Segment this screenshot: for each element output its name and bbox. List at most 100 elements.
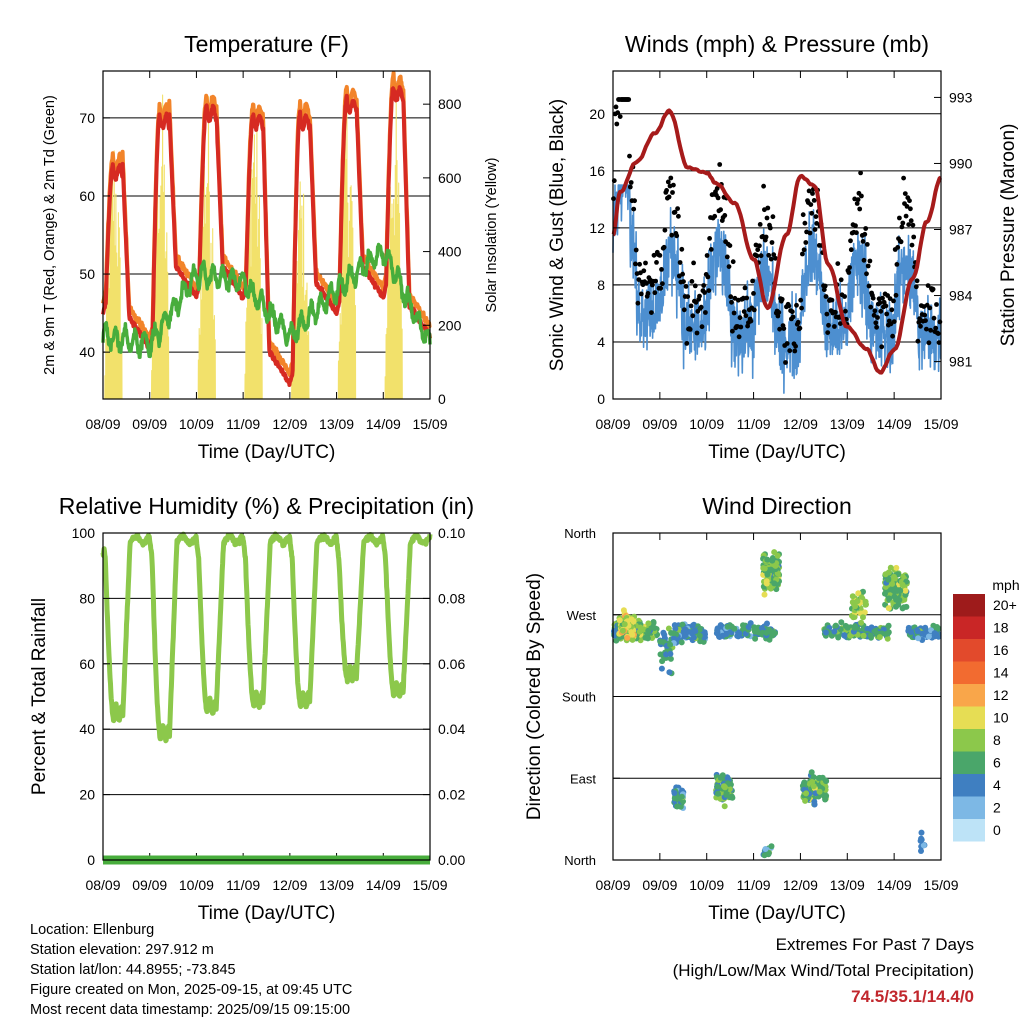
- gust-point: [765, 205, 771, 211]
- gust-point: [669, 232, 675, 238]
- direction-point: [855, 590, 862, 597]
- direction-point: [810, 774, 817, 781]
- direction-point: [724, 623, 731, 630]
- direction-point: [651, 625, 658, 631]
- dewpoint-series: [101, 242, 432, 359]
- gust-point: [874, 324, 879, 330]
- direction-point: [891, 573, 897, 580]
- direction-point: [637, 624, 644, 631]
- direction-point: [823, 778, 830, 785]
- gust-point: [901, 175, 906, 181]
- gust-point: [777, 326, 782, 332]
- x-axis-label: Time (Day/UTC): [198, 442, 336, 463]
- direction-point: [802, 797, 809, 804]
- gust-point: [881, 299, 887, 305]
- gust-point: [842, 294, 847, 299]
- gust-point: [705, 274, 711, 280]
- direction-point: [665, 625, 672, 632]
- gust-point: [832, 309, 838, 315]
- direction-point: [752, 635, 759, 642]
- gust-point: [631, 206, 637, 212]
- direction-point: [847, 632, 854, 639]
- direction-point: [811, 801, 818, 808]
- gust-point: [909, 242, 915, 248]
- direction-point: [917, 837, 924, 844]
- extremes-subtitle: (High/Low/Max Wind/Total Precipitation): [672, 961, 974, 980]
- extremes-box: Extremes For Past 7 Days (High/Low/Max W…: [673, 932, 974, 1010]
- gust-point: [728, 294, 734, 300]
- gust-point: [641, 268, 647, 274]
- direction-point: [876, 634, 883, 641]
- gust-point: [666, 194, 672, 200]
- direction-point: [645, 620, 652, 627]
- x-tick-label: 12/09: [783, 416, 818, 432]
- gust-point: [657, 253, 663, 258]
- y-tick-label: 20: [589, 106, 605, 122]
- gust-point: [802, 220, 808, 226]
- gust-point: [671, 182, 676, 188]
- direction-point: [751, 626, 758, 633]
- gust-point: [928, 327, 933, 333]
- y2-tick-label: 0.04: [438, 721, 465, 737]
- chart-title: Relative Humidity (%) & Precipitation (i…: [59, 493, 474, 519]
- y2-axis-label: Solar Insolation (Yellow): [484, 157, 500, 312]
- gust-point: [613, 104, 619, 110]
- x-tick-label: 11/09: [226, 877, 260, 893]
- x-tick-label: 09/09: [132, 877, 167, 893]
- gust-point: [635, 300, 641, 306]
- y-tick-label: 8: [597, 277, 605, 293]
- direction-point: [882, 590, 888, 597]
- gust-point: [792, 348, 798, 354]
- direction-point: [650, 619, 657, 626]
- direction-point: [860, 614, 866, 621]
- gust-point: [742, 285, 748, 291]
- direction-point: [714, 783, 721, 790]
- direction-point: [899, 581, 906, 588]
- gust-point: [702, 290, 707, 295]
- direction-point: [858, 619, 865, 626]
- y2-tick-label: 987: [949, 221, 973, 237]
- y-tick-label: 40: [79, 344, 95, 360]
- plot-frame: [612, 70, 942, 400]
- direction-point: [886, 595, 893, 602]
- gust-point: [675, 206, 680, 212]
- direction-point: [728, 793, 735, 800]
- gust-point: [904, 204, 910, 209]
- gust-point: [863, 226, 869, 231]
- gust-point: [890, 333, 895, 339]
- gust-point: [784, 341, 790, 346]
- gust-point: [860, 239, 866, 244]
- legend-label: 8: [993, 732, 1001, 748]
- direction-point: [768, 843, 775, 850]
- legend-swatch: [953, 639, 985, 662]
- gust-point: [866, 283, 872, 289]
- gust-point: [823, 294, 829, 299]
- direction-point: [889, 580, 896, 587]
- x-tick-label: 11/09: [737, 416, 771, 432]
- y2-tick-label: 0: [438, 391, 446, 407]
- gust-point: [877, 300, 883, 306]
- gust-point: [838, 277, 844, 283]
- gust-point: [873, 320, 879, 326]
- x-tick-label: 14/09: [366, 877, 401, 893]
- direction-point: [885, 605, 892, 612]
- direction-point: [862, 598, 869, 605]
- gust-point: [741, 309, 747, 314]
- gust-point: [806, 188, 812, 194]
- direction-point: [670, 635, 677, 642]
- y-tick-label: 50: [79, 266, 95, 282]
- legend-label: 18: [993, 620, 1009, 636]
- gust-point: [902, 191, 908, 197]
- gust-point: [794, 302, 799, 308]
- x-tick-label: 15/09: [923, 877, 958, 893]
- gust-point: [714, 186, 720, 191]
- direction-point: [893, 564, 900, 571]
- direction-point: [764, 620, 770, 627]
- direction-point: [803, 790, 810, 797]
- gust-point: [916, 319, 922, 325]
- y-tick-label: 0: [597, 391, 605, 407]
- direction-point: [628, 629, 635, 636]
- gust-point: [743, 313, 749, 319]
- direction-point: [769, 557, 776, 564]
- direction-point: [925, 633, 932, 640]
